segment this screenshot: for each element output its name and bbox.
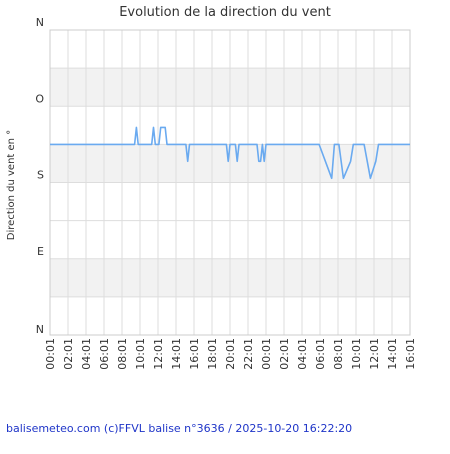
y-tick-label: S [37, 169, 44, 182]
y-axis-label: Direction du vent en ° [6, 130, 17, 240]
x-tick-label: 16:01 [404, 338, 417, 370]
x-tick-label: 04:01 [80, 338, 93, 370]
x-tick-label: 20:01 [224, 338, 237, 370]
x-tick-label: 06:01 [314, 338, 327, 370]
x-tick-label: 00:01 [44, 338, 57, 370]
x-tick-label: 02:01 [278, 338, 291, 370]
x-tick-label: 12:01 [152, 338, 165, 370]
x-tick-label: 10:01 [350, 338, 363, 370]
x-tick-label: 12:01 [368, 338, 381, 370]
chart-title: Evolution de la direction du vent [119, 5, 331, 20]
x-tick-label: 14:01 [170, 338, 183, 370]
x-tick-label: 22:01 [242, 338, 255, 370]
x-tick-label: 08:01 [332, 338, 345, 370]
x-tick-label: 04:01 [296, 338, 309, 370]
y-tick-label: E [37, 245, 44, 258]
x-tick-label: 16:01 [188, 338, 201, 370]
x-tick-label: 06:01 [98, 338, 111, 370]
footer-credit: balisemeteo.com (c)FFVL balise n°3636 / … [6, 422, 352, 435]
y-tick-label: N [36, 16, 44, 29]
y-tick-label: N [36, 323, 44, 336]
x-tick-label: 10:01 [134, 338, 147, 370]
x-tick-label: 14:01 [386, 338, 399, 370]
x-tick-label: 18:01 [206, 338, 219, 370]
y-tick-label: O [35, 92, 44, 105]
x-tick-label: 08:01 [116, 338, 129, 370]
x-tick-label: 00:01 [260, 338, 273, 370]
x-tick-label: 02:01 [62, 338, 75, 370]
